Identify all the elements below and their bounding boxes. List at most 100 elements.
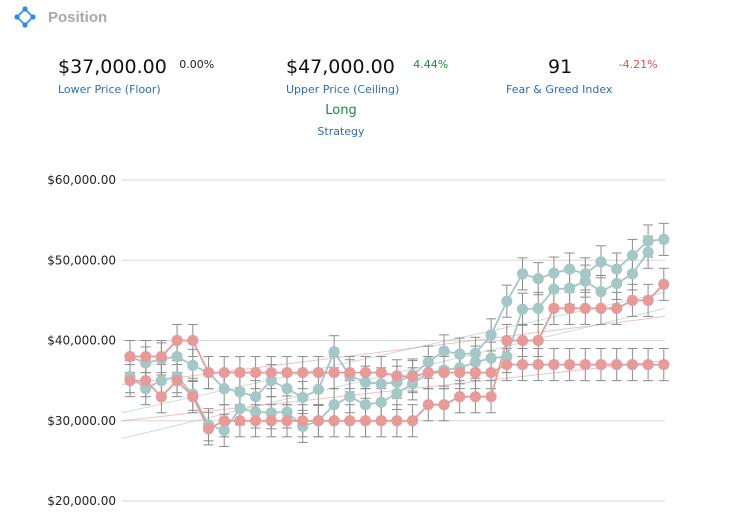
data-point (532, 273, 544, 285)
data-point (469, 356, 481, 368)
data-point (626, 268, 639, 280)
data-point (359, 367, 372, 379)
data-point (234, 415, 246, 427)
floor-stat: $37,000.00 0.00% Lower Price (Floor) (58, 56, 214, 96)
data-point (234, 403, 246, 415)
data-point (485, 329, 497, 341)
data-point (626, 294, 639, 306)
data-point (281, 383, 293, 395)
strategy: Long Strategy (300, 103, 382, 138)
floor-label[interactable]: Lower Price (Floor) (58, 83, 161, 96)
data-point (438, 345, 450, 357)
data-point (281, 406, 293, 418)
data-point (250, 415, 262, 427)
data-point (265, 407, 277, 419)
data-point (485, 367, 497, 379)
trend-line (121, 291, 666, 414)
data-point (297, 391, 309, 404)
data-point (171, 375, 183, 387)
data-point (155, 375, 167, 387)
data-point (469, 347, 481, 359)
page-title: Position (48, 8, 108, 26)
data-point (548, 302, 560, 314)
data-point (658, 233, 670, 245)
data-point (532, 334, 544, 347)
data-point (501, 350, 513, 363)
data-point (202, 423, 215, 435)
fear-greed-change: -4.21% (618, 58, 658, 71)
data-point (611, 302, 623, 314)
fear-greed-stat: 91 -4.21% Fear & Greed Index (506, 56, 658, 96)
ceiling-stat: $47,000.00 4.44% Upper Price (Ceiling) (286, 56, 448, 96)
data-point (375, 378, 387, 390)
fear-greed-label[interactable]: Fear & Greed Index (506, 83, 613, 96)
data-point (422, 399, 434, 411)
data-point (501, 334, 513, 347)
data-point (642, 246, 654, 258)
data-point (328, 346, 340, 358)
data-point (548, 358, 560, 371)
data-point (124, 350, 136, 363)
data-point (265, 375, 277, 387)
data-point (595, 302, 607, 314)
data-point (312, 367, 324, 379)
data-point (485, 391, 497, 403)
data-point (579, 302, 591, 314)
data-point (359, 415, 372, 427)
data-point (548, 283, 560, 295)
data-point (359, 399, 372, 411)
data-point (297, 415, 309, 427)
data-point (344, 415, 356, 427)
y-tick-label: $50,000.00 (47, 253, 116, 267)
data-point (312, 383, 324, 396)
fear-greed-value: 91 (548, 56, 573, 78)
data-point (265, 367, 277, 379)
data-point (328, 367, 340, 379)
data-point (469, 367, 481, 379)
data-point (328, 415, 340, 427)
data-point (359, 376, 372, 388)
data-point (187, 391, 199, 403)
data-point (516, 358, 529, 371)
data-point (328, 399, 340, 411)
data-point (375, 415, 387, 427)
data-point (250, 391, 262, 403)
data-point (250, 406, 262, 418)
data-point (501, 358, 513, 371)
data-point (391, 387, 403, 400)
data-point (516, 303, 529, 315)
y-tick-label: $60,000.00 (47, 173, 116, 187)
ceiling-label[interactable]: Upper Price (Ceiling) (286, 83, 400, 96)
data-point (202, 367, 215, 379)
data-point (516, 334, 529, 347)
data-point (375, 396, 387, 408)
data-point (187, 334, 199, 347)
y-tick-label: $30,000.00 (47, 414, 116, 428)
data-point (234, 367, 246, 379)
strategy-label[interactable]: Strategy (317, 125, 365, 138)
data-point (469, 391, 481, 403)
data-point (642, 358, 654, 371)
data-point (548, 267, 560, 279)
data-point (407, 415, 419, 427)
data-point (595, 256, 607, 268)
data-point (312, 415, 324, 427)
data-point (422, 367, 434, 379)
data-point (454, 367, 466, 379)
data-point (344, 367, 356, 379)
data-point (454, 348, 466, 360)
data-point (407, 371, 419, 383)
data-point (171, 334, 183, 347)
data-point (595, 285, 607, 298)
data-point (218, 383, 230, 395)
data-point (532, 358, 544, 371)
data-point (626, 358, 639, 371)
floor-change: 0.00% (179, 58, 215, 71)
data-point (564, 282, 576, 294)
data-point (422, 356, 434, 368)
network-diamond-icon[interactable] (14, 6, 36, 28)
data-point (281, 367, 293, 379)
data-point (140, 350, 152, 363)
data-point (344, 391, 356, 403)
